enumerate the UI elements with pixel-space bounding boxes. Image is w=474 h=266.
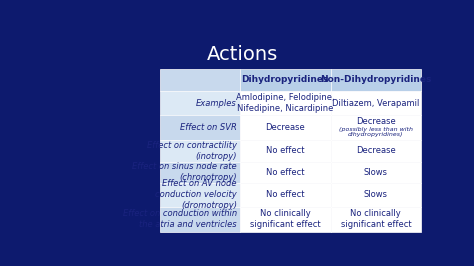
FancyBboxPatch shape bbox=[160, 140, 240, 162]
FancyBboxPatch shape bbox=[240, 69, 330, 91]
Text: Effect on SVR: Effect on SVR bbox=[180, 123, 237, 132]
FancyBboxPatch shape bbox=[330, 69, 421, 91]
FancyBboxPatch shape bbox=[160, 207, 240, 232]
FancyBboxPatch shape bbox=[330, 182, 421, 207]
Text: Decrease: Decrease bbox=[356, 146, 396, 155]
FancyBboxPatch shape bbox=[330, 115, 421, 140]
Text: Decrease: Decrease bbox=[265, 123, 305, 132]
Text: (possibly less than with
dihydropyridines): (possibly less than with dihydropyridine… bbox=[339, 127, 413, 138]
Text: No effect: No effect bbox=[266, 168, 304, 177]
Text: No effect: No effect bbox=[266, 146, 304, 155]
FancyBboxPatch shape bbox=[330, 207, 421, 232]
Text: Amlodipine, Felodipine,
Nifedipine, Nicardipine: Amlodipine, Felodipine, Nifedipine, Nica… bbox=[236, 93, 335, 113]
FancyBboxPatch shape bbox=[330, 91, 421, 115]
FancyBboxPatch shape bbox=[240, 91, 330, 115]
Text: Decrease: Decrease bbox=[356, 117, 396, 126]
FancyBboxPatch shape bbox=[160, 115, 240, 140]
Text: Non-Dihydropyridines: Non-Dihydropyridines bbox=[320, 75, 431, 84]
Text: Actions: Actions bbox=[207, 45, 279, 64]
FancyBboxPatch shape bbox=[330, 140, 421, 162]
Text: Effect on contractility
(inotropy): Effect on contractility (inotropy) bbox=[147, 141, 237, 161]
FancyBboxPatch shape bbox=[160, 69, 240, 91]
Text: Dihydropyridines: Dihydropyridines bbox=[242, 75, 329, 84]
FancyBboxPatch shape bbox=[240, 162, 330, 182]
Text: Examples: Examples bbox=[196, 98, 237, 107]
FancyBboxPatch shape bbox=[160, 91, 240, 115]
FancyBboxPatch shape bbox=[160, 182, 240, 207]
Text: No clinically
significant effect: No clinically significant effect bbox=[250, 209, 320, 229]
Text: Effect on sinus node rate
(chronotropy): Effect on sinus node rate (chronotropy) bbox=[132, 162, 237, 182]
FancyBboxPatch shape bbox=[240, 140, 330, 162]
Text: No clinically
significant effect: No clinically significant effect bbox=[340, 209, 411, 229]
FancyBboxPatch shape bbox=[160, 162, 240, 182]
FancyBboxPatch shape bbox=[240, 207, 330, 232]
FancyBboxPatch shape bbox=[330, 162, 421, 182]
Text: Slows: Slows bbox=[364, 168, 388, 177]
Text: No effect: No effect bbox=[266, 190, 304, 199]
Text: Effect on conduction within
the atria and ventricles: Effect on conduction within the atria an… bbox=[123, 209, 237, 229]
Text: Slows: Slows bbox=[364, 190, 388, 199]
FancyBboxPatch shape bbox=[240, 182, 330, 207]
Text: Effect on AV node
conduction velocity
(dromotropy): Effect on AV node conduction velocity (d… bbox=[155, 179, 237, 210]
FancyBboxPatch shape bbox=[240, 115, 330, 140]
Text: Diltiazem, Verapamil: Diltiazem, Verapamil bbox=[332, 98, 419, 107]
